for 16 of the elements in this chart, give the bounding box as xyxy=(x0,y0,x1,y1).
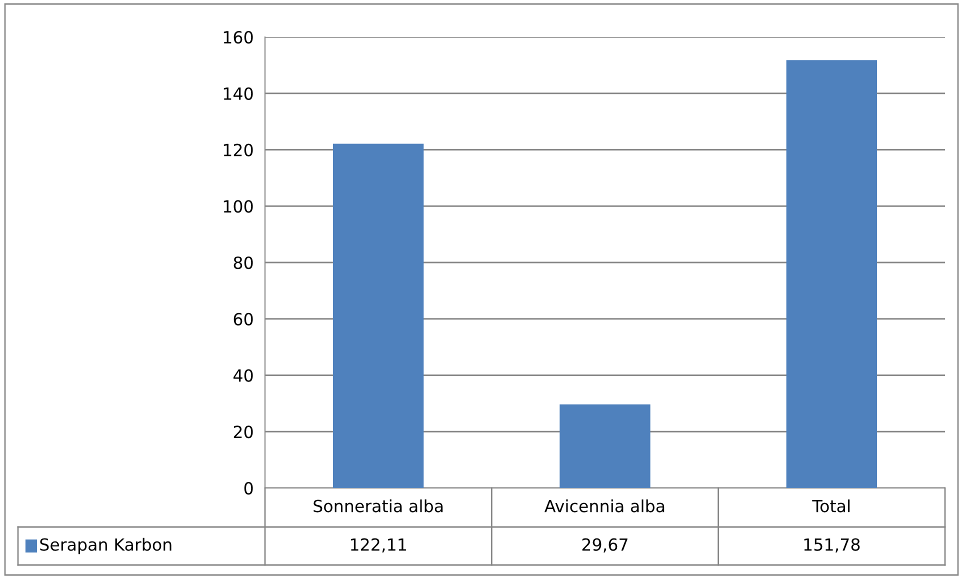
y-tick-label: 80 xyxy=(234,256,253,270)
data-label: 29,67 xyxy=(582,538,628,553)
x-tick-label: Sonneratia alba xyxy=(314,499,443,512)
data-label: 122,11 xyxy=(351,538,406,553)
data-label: 151,78 xyxy=(804,538,860,553)
legend-label: Serapan Karbon xyxy=(40,538,172,554)
y-tick-label: 100 xyxy=(224,200,253,213)
y-tick-label: 60 xyxy=(234,312,253,326)
y-tick-label: 20 xyxy=(234,426,253,438)
y-tick-label: 160 xyxy=(224,30,253,44)
y-tick-label: 40 xyxy=(233,369,253,382)
x-tick-label: Total xyxy=(812,499,850,512)
x-tick-label: Avicennia alba xyxy=(544,499,664,512)
y-tick-label: 140 xyxy=(224,87,253,100)
y-tick-label: 120 xyxy=(224,144,253,156)
y-tick-label: 0 xyxy=(244,482,253,495)
